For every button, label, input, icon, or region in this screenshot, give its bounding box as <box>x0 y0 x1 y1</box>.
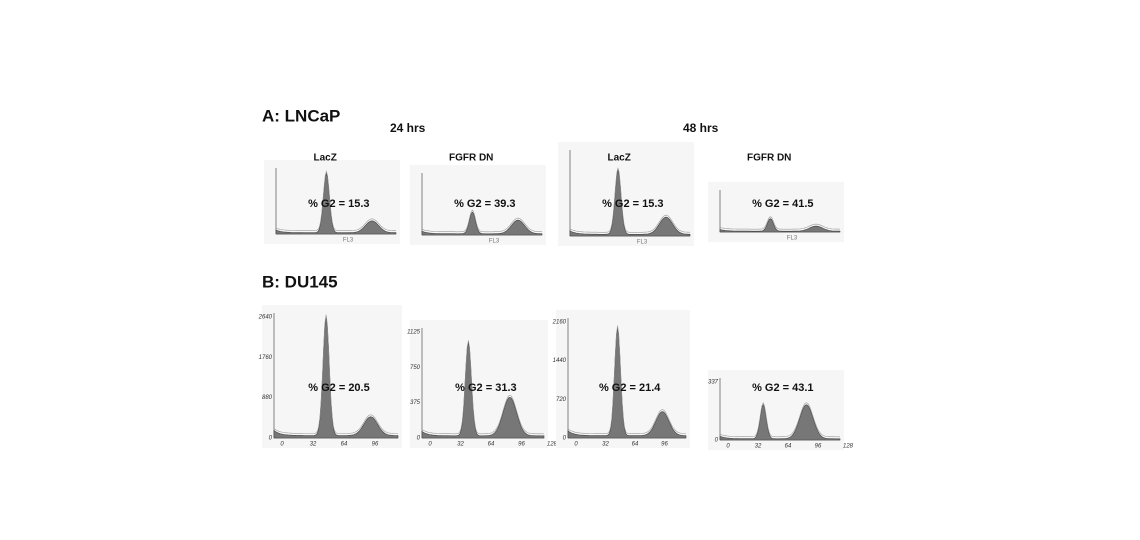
g2-label: % G2 = 15.3 <box>602 198 663 210</box>
time-label: 48 hrs <box>683 121 719 135</box>
y-tick-label: 0 <box>417 436 421 442</box>
x-tick-label: 32 <box>602 442 609 448</box>
y-tick-label: 880 <box>262 395 273 401</box>
histogram <box>567 327 687 439</box>
y-tick-label: 0 <box>715 438 719 444</box>
y-tick-label: 375 <box>410 400 421 406</box>
y-tick-label: 720 <box>556 397 567 403</box>
histogram <box>719 403 841 441</box>
x-tick-label: 64 <box>785 444 792 450</box>
histogram <box>421 211 543 236</box>
y-tick-label: 1760 <box>259 355 273 361</box>
g2-label: % G2 = 41.5 <box>752 198 813 210</box>
x-axis-label: FL3 <box>343 238 354 244</box>
x-axis-label: FL3 <box>489 239 500 245</box>
x-tick-label: 96 <box>661 442 668 448</box>
section-title: B: DU145 <box>262 272 338 291</box>
y-tick-label: 0 <box>269 436 273 442</box>
g2-label: % G2 = 21.4 <box>599 382 661 394</box>
y-tick-label: 2640 <box>258 315 273 321</box>
g2-label: % G2 = 43.1 <box>752 382 813 394</box>
fit-curve <box>719 216 841 230</box>
x-tick-label: 32 <box>755 444 762 450</box>
time-label: 24 hrs <box>390 121 426 135</box>
g2-label: % G2 = 31.3 <box>455 382 516 394</box>
y-tick-label: 1125 <box>407 330 421 336</box>
x-tick-label: 0 <box>726 444 730 450</box>
x-tick-label: 32 <box>457 442 464 448</box>
y-tick-label: 2160 <box>552 320 567 326</box>
x-axis-label: FL3 <box>787 236 798 242</box>
histogram <box>569 169 691 237</box>
fit-curve <box>273 314 398 434</box>
fit-curve <box>567 325 687 434</box>
fit-curve <box>275 170 397 231</box>
x-tick-label: 128 <box>547 442 558 448</box>
section-title: A: LNCaP <box>262 106 340 125</box>
y-tick-label: 0 <box>563 436 567 442</box>
x-tick-label: 96 <box>815 444 822 450</box>
y-tick-label: 337 <box>708 380 719 386</box>
panel-label: FGFR DN <box>449 153 493 164</box>
x-tick-label: 64 <box>632 442 639 448</box>
x-tick-label: 64 <box>341 442 348 448</box>
histogram <box>719 218 841 233</box>
fit-curve <box>719 401 840 438</box>
fit-curve <box>421 340 544 435</box>
g2-label: % G2 = 15.3 <box>308 198 369 210</box>
panel-bg <box>708 182 844 242</box>
x-tick-label: 0 <box>280 442 284 448</box>
x-tick-label: 96 <box>518 442 525 448</box>
fit-curve <box>421 209 542 233</box>
g2-label: % G2 = 20.5 <box>308 382 369 394</box>
histogram <box>421 342 545 439</box>
histogram <box>273 316 399 439</box>
x-tick-label: 128 <box>843 444 854 450</box>
panel-label: LacZ <box>608 153 631 164</box>
y-tick-label: 750 <box>410 365 421 371</box>
histogram <box>275 172 397 235</box>
x-tick-label: 32 <box>310 442 317 448</box>
x-axis-label: FL3 <box>637 240 648 246</box>
x-tick-label: 96 <box>372 442 379 448</box>
panel-label: FGFR DN <box>747 153 791 164</box>
g2-label: % G2 = 39.3 <box>454 198 515 210</box>
panel-bg <box>410 320 548 448</box>
x-tick-label: 0 <box>574 442 578 448</box>
panel-label: LacZ <box>314 153 337 164</box>
fit-curve <box>569 167 691 233</box>
x-tick-label: 0 <box>428 442 432 448</box>
y-tick-label: 1440 <box>553 358 567 364</box>
x-tick-label: 64 <box>488 442 495 448</box>
